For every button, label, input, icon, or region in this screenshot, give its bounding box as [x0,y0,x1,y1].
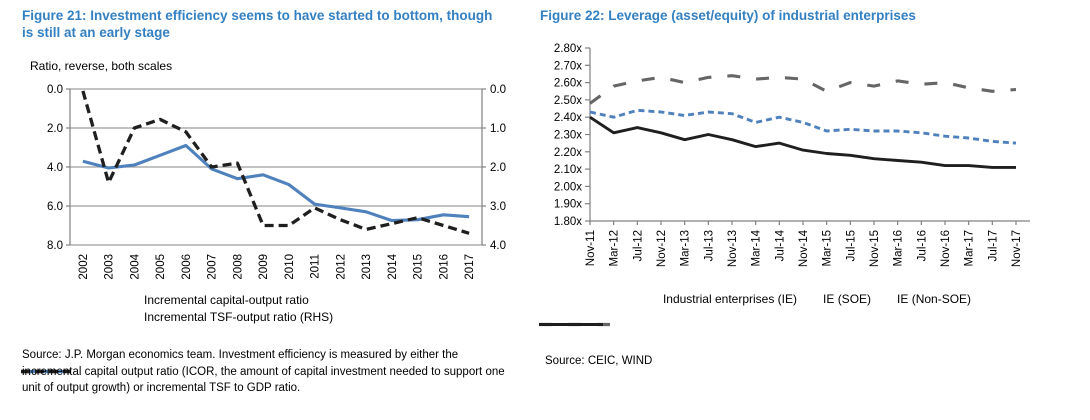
x-axis-label: Jul-12 [632,230,644,261]
x-axis-label: Mar-16 [893,230,905,266]
figure21-title: Figure 21: Investment efficiency seems t… [22,8,493,40]
x-axis-label: Nov-12 [656,230,668,267]
x-axis-label: Mar-17 [964,230,976,266]
x-axis-label: Nov-14 [798,229,810,267]
left-axis-label: 6.0 [47,201,63,213]
x-axis-label: Nov-13 [727,230,739,267]
right-axis-label: 0.0 [490,84,506,96]
legend-line-sample [21,369,71,374]
x-axis-label: 2013 [361,254,373,280]
figure22-panel: Figure 22: Leverage (asset/equity) of in… [539,7,1090,417]
legend-label: Industrial enterprises (IE) [662,292,798,306]
legend-item-capital-output: Incremental capital-output ratio [21,293,333,374]
figure21-source: Source: J.P. Morgan economics team. Inve… [22,349,505,395]
figure21-axis-note: Ratio, reverse, both scales [30,59,173,73]
legend-item-tsf-output: Incremental TSF-output ratio (RHS) [21,310,334,374]
x-axis-label: Mar-13 [680,230,692,266]
x-axis-label: Mar-12 [609,230,621,266]
x-axis-label: 2011 [310,254,322,279]
figure21-legend: Incremental capital-output ratio Increme… [21,293,522,374]
y-axis-label: 1.90x [554,199,582,211]
x-axis-label: 2012 [335,254,347,280]
y-axis-label: 2.10x [554,164,582,176]
y-axis-label: 2.70x [554,60,582,72]
right-axis-label: 1.0 [490,123,506,135]
left-axis-label: 2.0 [47,123,63,135]
x-axis-label: 2016 [438,254,450,280]
y-axis-label: 2.60x [554,78,582,90]
x-axis-label: Nov-11 [585,230,597,266]
y-axis-label: 1.80x [554,216,582,228]
y-axis-label: 2.80x [554,43,582,55]
x-axis-label: 2008 [232,254,244,280]
x-axis-label: Nov-17 [1011,230,1023,267]
y-axis-label: 2.30x [554,130,582,142]
x-axis-label: 2005 [155,254,167,280]
figure22-legend: Industrial enterprises (IE) IE (SOE) IE … [539,292,1090,327]
figure22-source: Source: CEIC, WIND [545,355,653,367]
legend-item-ie-soe: IE (SOE) [539,292,872,327]
y-axis-label: 2.20x [554,147,582,159]
left-axis-label: 0.0 [47,84,63,96]
x-axis-label: 2004 [129,253,141,279]
x-axis-label: Jul-16 [916,230,928,261]
figure22-line-chart: 2.80x 2.70x 2.60x 2.50x 2.40x 2.30x 2.20x 2.10x… [554,43,1030,267]
legend-label: Incremental capital-output ratio [144,293,309,307]
x-axis-label: Jul-14 [774,229,786,261]
x-axis-label: 2002 [78,254,90,280]
legend-item-ie-non-soe: IE (Non-SOE) [539,292,972,327]
x-axis-label: 2015 [413,254,425,280]
x-axis-label: Mar-14 [751,229,763,266]
right-axis-label: 3.0 [490,201,506,213]
x-axis-label: 2009 [258,254,270,280]
series-incremental-capital-output-ratio [82,143,470,223]
legend-item-ie: Industrial enterprises (IE) [539,292,798,327]
x-axis-label: Mar-15 [822,230,834,266]
right-axis-label: 2.0 [490,162,506,174]
series-ie-soe [589,74,1017,105]
figure21-line-chart: 0.0 2.0 4.0 6.0 8.0 0.0 1.0 2.0 3.0 4.0 2002 2003 20… [47,84,506,280]
series-industrial-enterprises-ie [589,108,1017,145]
legend-label: IE (Non-SOE) [897,292,972,306]
x-axis-label: Nov-16 [940,230,952,267]
legend-line-sample [539,322,603,327]
x-axis-label: 2017 [464,254,476,280]
x-axis-label: 2007 [207,254,219,280]
x-axis-label: Jul-17 [987,230,999,261]
x-axis-label: 2003 [104,254,116,280]
series-incremental-tsf-output-ratio-rhs [81,90,470,235]
left-axis-label: 4.0 [47,162,63,174]
y-axis-label: 2.40x [554,112,582,124]
left-axis-label: 8.0 [47,240,63,252]
y-axis-label: 2.00x [554,181,582,193]
x-axis-label: 2010 [284,254,296,280]
x-axis-label: Nov-15 [869,230,881,267]
figure21-panel: Figure 21: Investment efficiency seems t… [21,7,522,417]
x-axis-label: 2006 [181,254,193,280]
legend-label: IE (SOE) [823,292,872,306]
x-axis-label: 2014 [387,253,399,279]
series-ie-non-soe [589,115,1016,169]
right-axis-label: 4.0 [490,240,506,252]
x-axis-label: Jul-15 [845,230,857,261]
y-axis-label: 2.50x [554,95,582,107]
figure22-title: Figure 22: Leverage (asset/equity) of in… [540,8,916,23]
x-axis-label: Jul-13 [703,230,715,261]
legend-label: Incremental TSF-output ratio (RHS) [144,310,334,324]
